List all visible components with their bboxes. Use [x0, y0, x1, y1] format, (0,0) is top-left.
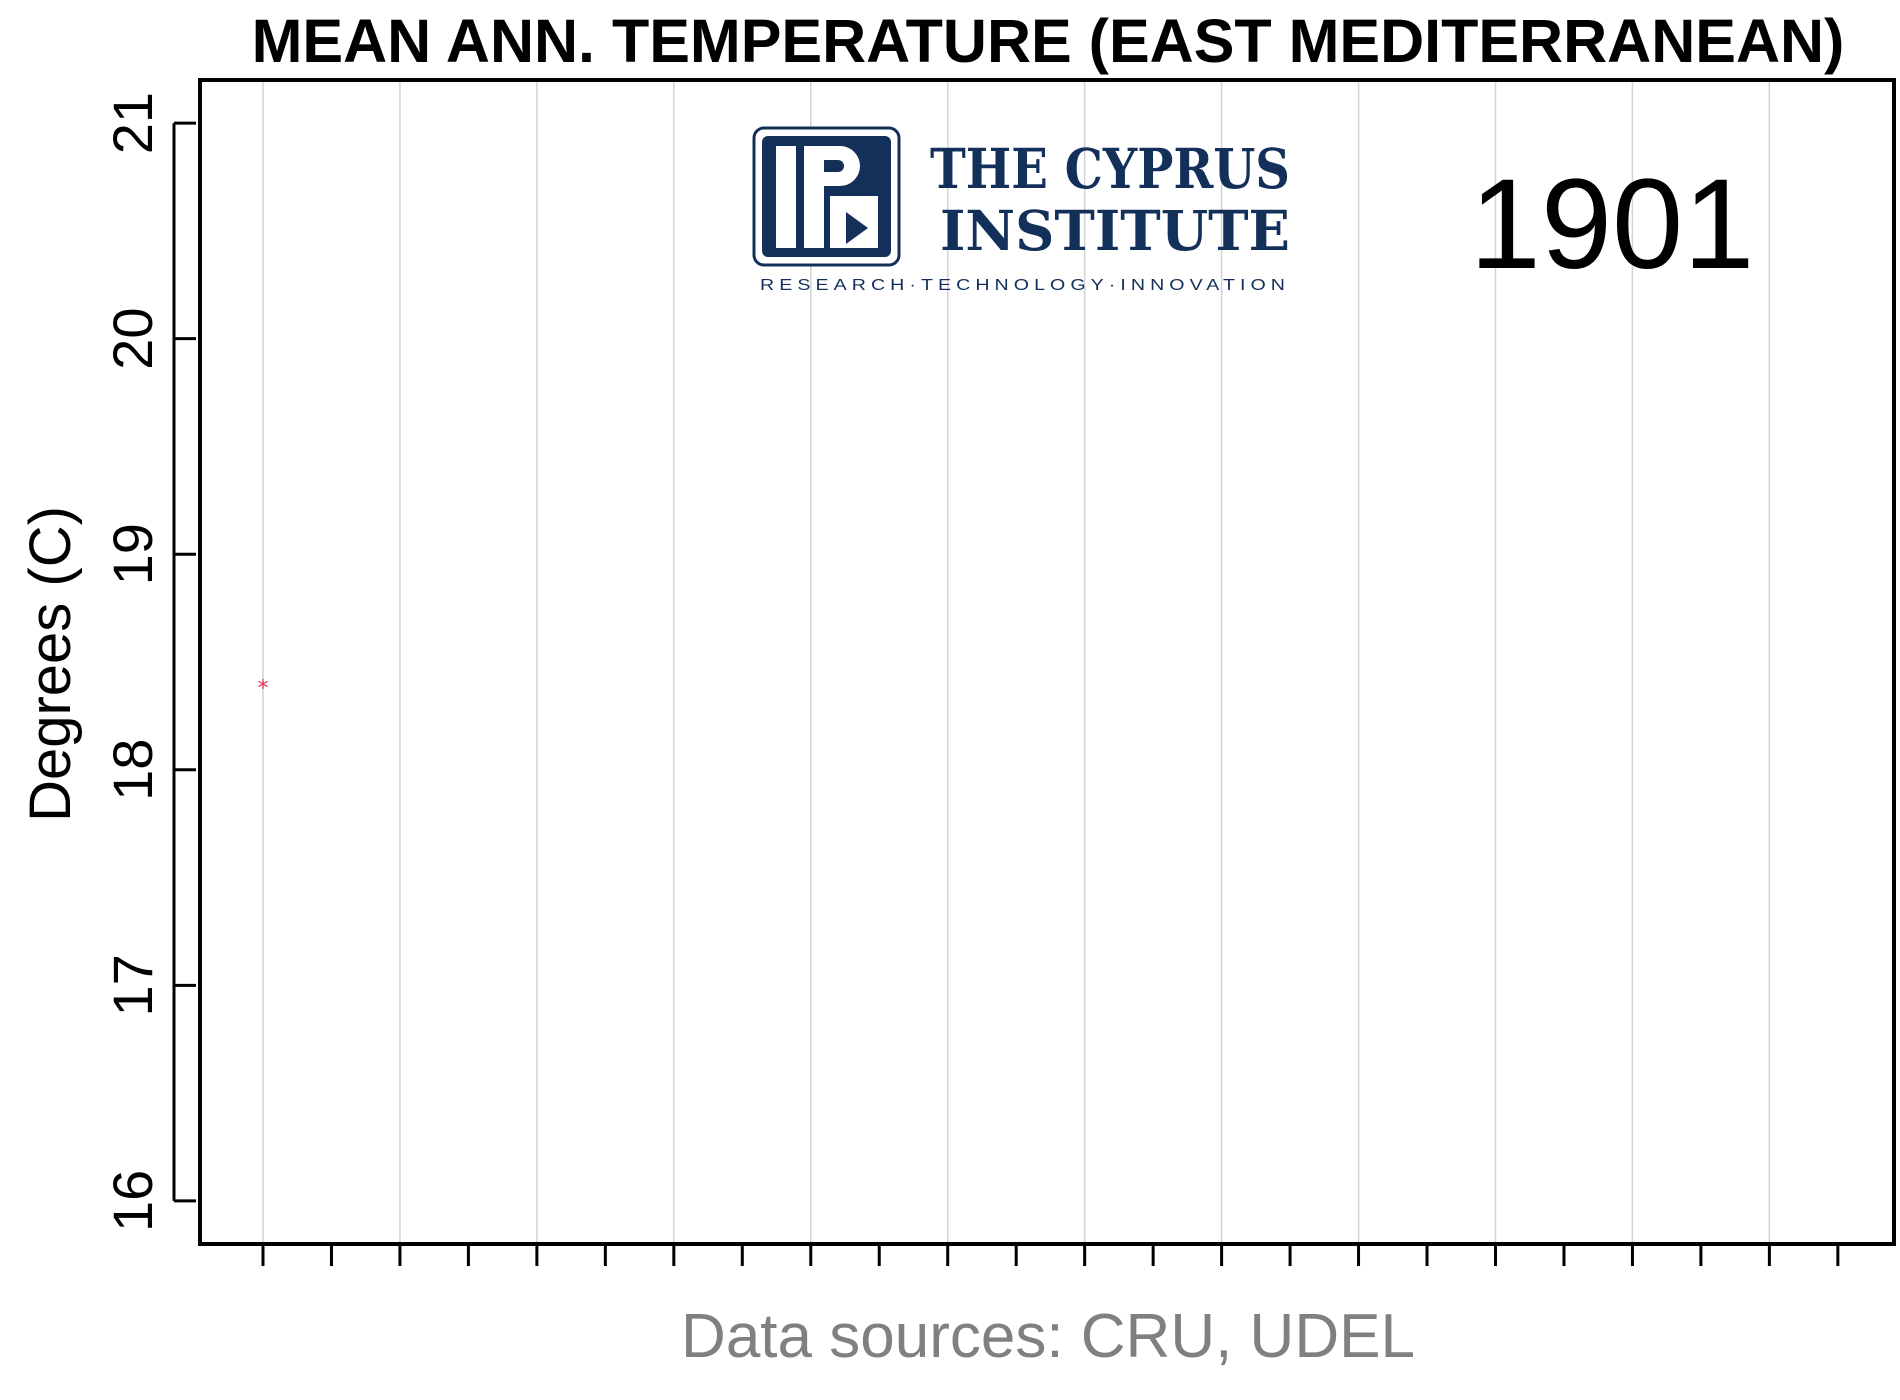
y-axis: 16 17 18 19 20 21	[101, 92, 196, 1232]
logo-line-2: INSTITUTE	[940, 198, 1290, 263]
chart-title: MEAN ANN. TEMPERATURE (EAST MEDITERRANEA…	[252, 7, 1845, 75]
logo-line-1: THE CYPRUS	[930, 136, 1290, 201]
y-tick-label: 16	[101, 1170, 164, 1232]
x-axis	[261, 1244, 1840, 1266]
current-year-label: 1901	[1470, 153, 1755, 296]
data-point: *	[257, 677, 268, 702]
logo-tagline: RESEARCH·TECHNOLOGY·INNOVATION	[760, 277, 1290, 294]
cyprus-institute-logo: THE CYPRUS INSTITUTE RESEARCH·TECHNOLOGY…	[752, 126, 1290, 294]
y-tick-label: 18	[101, 739, 164, 801]
data-source-label: Data sources: CRU, UDEL	[681, 1302, 1415, 1371]
y-tick-label: 17	[101, 954, 164, 1016]
y-tick-label: 20	[101, 308, 164, 370]
y-tick-label: 21	[101, 92, 164, 154]
logo-emblem-bar	[776, 146, 796, 248]
data-points: *	[257, 677, 268, 702]
y-tick-label: 19	[101, 523, 164, 585]
logo-emblem-p	[804, 146, 860, 248]
logo-emblem-k	[830, 196, 878, 248]
y-axis-label: Degrees (C)	[18, 506, 83, 822]
grid-lines	[262, 80, 1771, 1244]
plot-frame	[198, 78, 1896, 1246]
